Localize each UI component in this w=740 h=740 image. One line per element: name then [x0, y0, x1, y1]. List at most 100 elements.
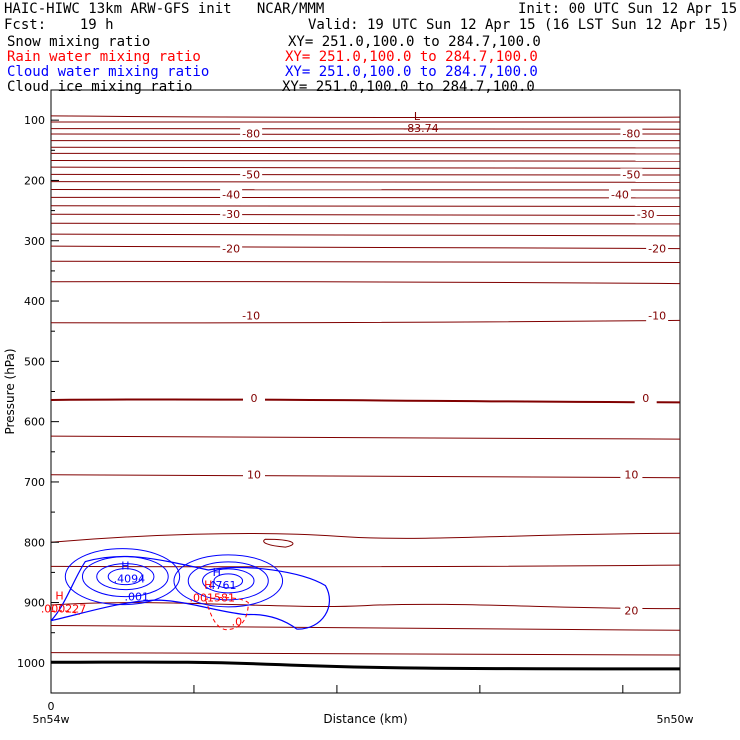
isotherm-label: -10 — [242, 310, 260, 323]
isotherm-line — [50, 152, 681, 155]
isotherm-label: -40 — [222, 188, 240, 201]
isotherm-line — [50, 435, 681, 440]
isotherm-label-bg — [240, 168, 263, 181]
isotherm-line — [50, 281, 681, 285]
init-time: Init: 00 UTC Sun 12 Apr 15 — [518, 1, 738, 17]
isotherm-label: -30 — [222, 208, 240, 221]
y-tick-label: 300 — [24, 235, 45, 248]
maximum-value-label: .001581 — [190, 592, 236, 605]
isotherm-line — [50, 181, 681, 183]
low-value-label: -83.74 — [403, 122, 438, 135]
isotherm-line — [50, 260, 681, 263]
x-tick-label: 0 — [48, 700, 55, 713]
cloud-water-contour — [187, 561, 269, 601]
isotherm-label-bg — [220, 242, 243, 255]
cloud-water-contour — [213, 573, 244, 589]
x-end-label-left: 5n54w — [33, 713, 70, 726]
legend-cloud-water-xy: XY= 251.0,100.0 to 284.7,100.0 — [285, 64, 538, 80]
contour-value-label: .001 — [125, 591, 150, 604]
isotherm-label-bg — [646, 242, 669, 255]
y-tick-label: 900 — [24, 597, 45, 610]
maximum-value-label: .000227 — [41, 603, 87, 616]
rain-water-contour — [50, 610, 80, 616]
cloud-water-contour — [50, 555, 331, 630]
y-tick-label: 500 — [24, 355, 45, 368]
maximum-marker: H — [121, 559, 129, 572]
forecast-hour: Fcst: 19 h — [4, 17, 114, 33]
isotherm-line — [50, 146, 681, 149]
isotherm-label-bg — [220, 188, 243, 201]
isotherm-label-bg — [242, 468, 265, 481]
isotherm-label: -20 — [648, 243, 666, 256]
isotherm-label-bg — [646, 309, 669, 322]
isotherm-label: 10 — [624, 469, 638, 482]
isotherm-label: -10 — [648, 310, 666, 323]
isotherm-line — [50, 213, 681, 216]
isotherm-label: 0 — [642, 392, 649, 405]
y-tick-label: 600 — [24, 416, 45, 429]
isotherm-label-bg — [242, 392, 265, 405]
isotherm-closed-contour — [263, 538, 294, 548]
valid-time: Valid: 19 UTC Sun 12 Apr 15 (16 LST Sun … — [308, 17, 730, 33]
legend-cloud-ice-xy: XY= 251.0,100.0 to 284.7,100.0 — [282, 79, 535, 95]
isotherm-label: -50 — [242, 168, 260, 181]
isotherm-label: -30 — [637, 208, 655, 221]
isotherm-label: -50 — [622, 168, 640, 181]
plot-title: HAIC-HIWC 13km ARW-GFS init NCAR/MMM — [4, 1, 325, 17]
isotherm-label-bg — [240, 127, 263, 140]
legend-cloud-water-label: Cloud water mixing ratio — [7, 64, 210, 80]
isotherm-line — [50, 319, 681, 324]
isotherm-line — [50, 652, 681, 656]
isotherm-line — [50, 160, 681, 162]
isotherm-zero-line — [50, 398, 681, 404]
isotherm-label: -80 — [242, 127, 260, 140]
legend-snow-label: Snow mixing ratio — [7, 34, 151, 50]
cloud-water-contour — [202, 568, 255, 594]
isotherm-label-bg — [634, 392, 657, 405]
isotherm-label-bg — [608, 188, 631, 201]
isotherm-line — [50, 173, 681, 176]
maximum-marker: H — [55, 590, 63, 603]
y-tick-label: 1000 — [17, 657, 45, 670]
isotherm-label: 10 — [247, 469, 261, 482]
terrain-line — [50, 660, 681, 671]
y-tick-label: 700 — [24, 476, 45, 489]
isotherm-line — [50, 128, 681, 130]
isotherm-line — [50, 115, 681, 119]
isotherm-label-bg — [620, 604, 643, 617]
isotherm-label-bg — [634, 208, 657, 221]
cloud-water-contour — [81, 556, 169, 598]
isotherm-label: 0 — [250, 392, 257, 405]
y-tick-label: 400 — [24, 295, 45, 308]
low-marker: L — [414, 110, 421, 123]
isotherm-line — [50, 222, 681, 225]
isotherm-line — [50, 205, 681, 207]
y-tick-label: 100 — [24, 114, 45, 127]
y-axis-title: Pressure (hPa) — [3, 348, 17, 434]
isotherm-label-bg — [620, 127, 643, 140]
cloud-water-contour — [107, 568, 143, 586]
y-tick-label: 800 — [24, 536, 45, 549]
maximum-value-label: .4761 — [205, 579, 237, 592]
maximum-marker: H — [204, 579, 212, 592]
maximum-value-label: .4094 — [114, 572, 146, 585]
isotherm-line — [50, 245, 681, 250]
rain-water-contour — [204, 597, 249, 631]
isotherm-label: 20 — [624, 604, 638, 617]
x-end-label-right: 5n50w — [657, 713, 694, 726]
isotherm-line — [50, 532, 681, 543]
isotherm-line — [50, 196, 681, 199]
isotherm-label: -40 — [611, 188, 629, 201]
isotherm-line — [50, 474, 681, 479]
isotherm-label: -20 — [222, 243, 240, 256]
x-axis-title: Distance (km) — [323, 712, 407, 726]
isotherm-line — [50, 602, 681, 610]
cloud-water-contour — [173, 554, 284, 608]
cloud-water-contour — [96, 563, 155, 591]
legend-rain-xy: XY= 251.0,100.0 to 284.7,100.0 — [285, 49, 538, 65]
isotherm-label-bg — [220, 208, 243, 221]
maximum-marker: H — [213, 566, 221, 579]
isotherm-line — [50, 166, 681, 169]
isotherm-line — [50, 188, 681, 191]
